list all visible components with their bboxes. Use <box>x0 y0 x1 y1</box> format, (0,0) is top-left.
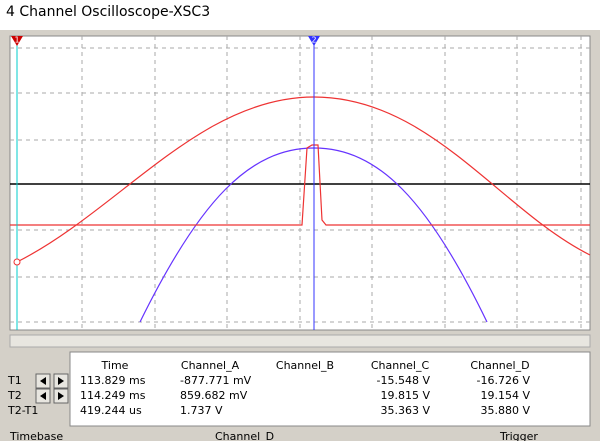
column-header: Channel_A <box>181 359 240 372</box>
readout-box <box>69 351 591 427</box>
readout: Time Channel_A Channel_B Channel_C Channel_D… <box>7 359 538 441</box>
grid <box>10 36 590 330</box>
section-label: Trigger <box>499 430 538 441</box>
readout-value: -15.548 V <box>377 374 431 387</box>
readout-value: 35.363 V <box>380 404 430 417</box>
readout-value: 35.880 V <box>480 404 530 417</box>
column-header: Channel_B <box>276 359 334 372</box>
section-label: Channel_D <box>215 430 274 441</box>
marker-label: 1 <box>14 36 19 45</box>
column-header: Channel_D <box>470 359 529 372</box>
section-label: Timebase <box>9 430 63 441</box>
scrollbar[interactable] <box>9 334 591 348</box>
arrow-icon <box>58 392 64 400</box>
marker-1[interactable] <box>11 36 23 46</box>
row-label: T1 <box>7 374 22 387</box>
marker-2[interactable] <box>308 36 320 46</box>
readout-value: 114.249 ms <box>80 389 146 402</box>
arrow-icon <box>40 392 46 400</box>
readout-value: -16.726 V <box>477 374 531 387</box>
arrow-icon <box>58 377 64 385</box>
cursor-buttons <box>35 373 69 404</box>
trace-pulse <box>10 144 590 226</box>
window-title: 4 Channel Oscilloscope-XSC3 <box>6 4 211 20</box>
readout-value: 1.737 V <box>180 404 223 417</box>
row-label: T2 <box>7 389 22 402</box>
readout-value: 419.244 us <box>80 404 142 417</box>
readout-value: 19.815 V <box>380 389 430 402</box>
marker-label: 2 <box>311 36 316 45</box>
title-bar <box>0 0 600 30</box>
readout-value: 19.154 V <box>480 389 530 402</box>
readout-value: 859.682 mV <box>180 389 248 402</box>
readout-value: -877.771 mV <box>180 374 252 387</box>
column-header: Channel_C <box>371 359 430 372</box>
row-label: T2-T1 <box>7 404 38 417</box>
column-header: Time <box>101 359 129 372</box>
cursor-point <box>13 258 21 266</box>
arrow-icon <box>40 377 46 385</box>
readout-value: 113.829 ms <box>80 374 146 387</box>
